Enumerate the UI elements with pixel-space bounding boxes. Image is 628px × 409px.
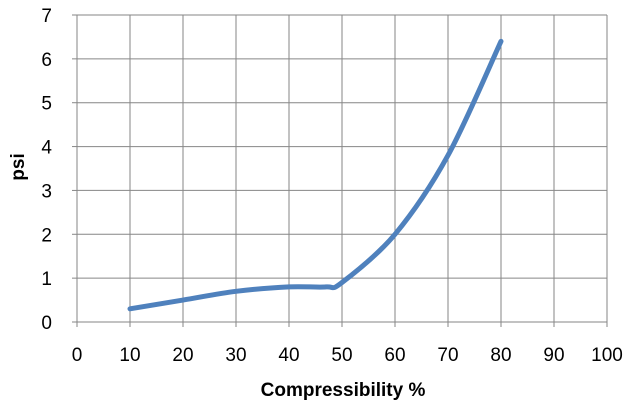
y-tick-label: 4: [41, 138, 52, 159]
x-tick-label: 0: [72, 345, 83, 366]
x-tick-label: 50: [331, 345, 352, 366]
y-tick-label: 2: [41, 225, 52, 246]
x-tick-label: 70: [437, 345, 458, 366]
x-axis-title: Compressibility %: [261, 380, 426, 401]
chart-grid: [77, 14, 608, 322]
x-tick-label: 80: [490, 345, 511, 366]
chart-series: [127, 38, 504, 312]
y-tick-labels: 0 1 2 3 4 5 6 7: [41, 6, 52, 334]
x-tick-label: 10: [119, 345, 140, 366]
y-tick-label: 5: [41, 94, 52, 115]
x-tick-label: 30: [225, 345, 246, 366]
x-tick-label: 40: [278, 345, 299, 366]
y-axis-title: psi: [8, 153, 29, 180]
y-tick-label: 1: [41, 269, 52, 290]
chart-axes: [72, 14, 608, 327]
series-line-0: [127, 38, 504, 312]
x-tick-label: 20: [172, 345, 193, 366]
x-tick-labels: 0 10 20 30 40 50 60 70 80 90 100: [72, 345, 623, 366]
y-tick-label: 7: [41, 6, 52, 27]
y-tick-label: 6: [41, 50, 52, 71]
x-tick-label: 60: [384, 345, 405, 366]
x-tick-label: 90: [543, 345, 564, 366]
y-tick-label: 3: [41, 181, 52, 202]
y-tick-label: 0: [41, 313, 52, 334]
x-tick-label: 100: [591, 345, 623, 366]
